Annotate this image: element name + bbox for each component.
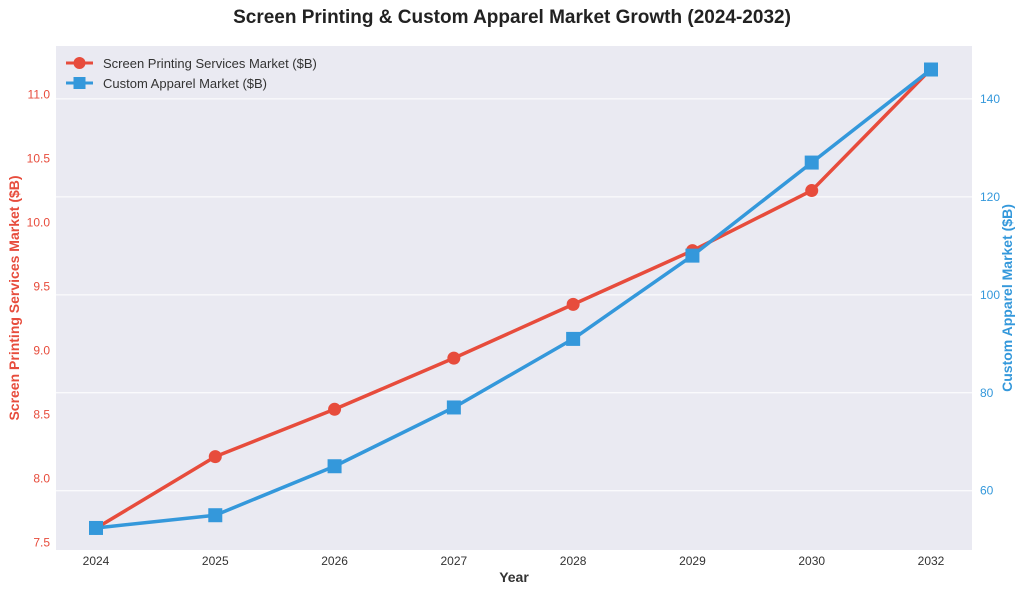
data-point-custom-apparel bbox=[804, 155, 819, 170]
x-axis-label: Year bbox=[499, 569, 529, 585]
data-point-custom-apparel bbox=[89, 520, 103, 535]
left-tick-label: 7.5 bbox=[33, 535, 50, 549]
data-point-custom-apparel bbox=[446, 400, 461, 415]
series-lines bbox=[89, 62, 938, 535]
right-tick-label: 100 bbox=[980, 288, 1000, 302]
x-axis-ticks: 2024 2025 2026 2027 2028 2029 2030 2032 bbox=[83, 554, 945, 568]
left-tick-label: 10.5 bbox=[27, 152, 51, 166]
right-tick-label: 140 bbox=[980, 92, 1000, 106]
x-tick-label: 2024 bbox=[83, 554, 110, 568]
x-tick-label: 2027 bbox=[441, 554, 468, 568]
data-point-custom-apparel bbox=[208, 508, 223, 523]
right-tick-label: 120 bbox=[980, 190, 1000, 204]
x-tick-label: 2029 bbox=[679, 554, 706, 568]
plot-area bbox=[56, 46, 972, 550]
data-point-screen-printing bbox=[208, 450, 222, 464]
x-tick-label: 2028 bbox=[560, 554, 587, 568]
data-point-screen-printing bbox=[447, 351, 461, 365]
left-tick-label: 8.0 bbox=[33, 471, 50, 485]
right-tick-label: 60 bbox=[980, 484, 994, 498]
gridlines bbox=[56, 98, 972, 492]
x-tick-label: 2030 bbox=[798, 554, 825, 568]
data-point-screen-printing bbox=[805, 184, 819, 198]
series-line-0 bbox=[95, 67, 933, 530]
x-tick-label: 2025 bbox=[202, 554, 229, 568]
x-tick-label: 2032 bbox=[918, 554, 945, 568]
legend-marker-custom-apparel bbox=[73, 77, 86, 89]
data-point-screen-printing bbox=[566, 297, 580, 311]
right-tick-label: 80 bbox=[980, 386, 994, 400]
data-point-screen-printing bbox=[328, 402, 342, 416]
data-point-custom-apparel bbox=[327, 459, 342, 474]
left-axis-ticks: 7.5 8.0 8.5 9.0 9.5 10.0 10.5 11.0 bbox=[27, 88, 51, 550]
left-tick-label: 9.0 bbox=[33, 343, 50, 357]
data-point-custom-apparel bbox=[566, 331, 581, 346]
left-tick-label: 9.5 bbox=[33, 279, 50, 293]
legend-label-screen-printing: Screen Printing Services Market ($B) bbox=[103, 56, 317, 71]
chart-title: Screen Printing & Custom Apparel Market … bbox=[233, 7, 791, 28]
series-line-1 bbox=[95, 68, 933, 530]
legend: Screen Printing Services Market ($B) Cus… bbox=[66, 56, 317, 91]
left-axis-label: Screen Printing Services Market ($B) bbox=[6, 175, 22, 420]
right-axis-ticks: 60 80 100 120 140 bbox=[980, 92, 1000, 498]
left-tick-label: 10.0 bbox=[27, 216, 51, 230]
x-tick-label: 2026 bbox=[321, 554, 348, 568]
data-point-custom-apparel bbox=[685, 248, 700, 263]
data-point-custom-apparel bbox=[924, 62, 938, 77]
left-tick-label: 8.5 bbox=[33, 407, 50, 421]
legend-marker-screen-printing bbox=[73, 57, 86, 69]
right-axis-label: Custom Apparel Market ($B) bbox=[999, 204, 1015, 392]
legend-label-custom-apparel: Custom Apparel Market ($B) bbox=[103, 76, 267, 91]
left-tick-label: 11.0 bbox=[28, 88, 51, 102]
